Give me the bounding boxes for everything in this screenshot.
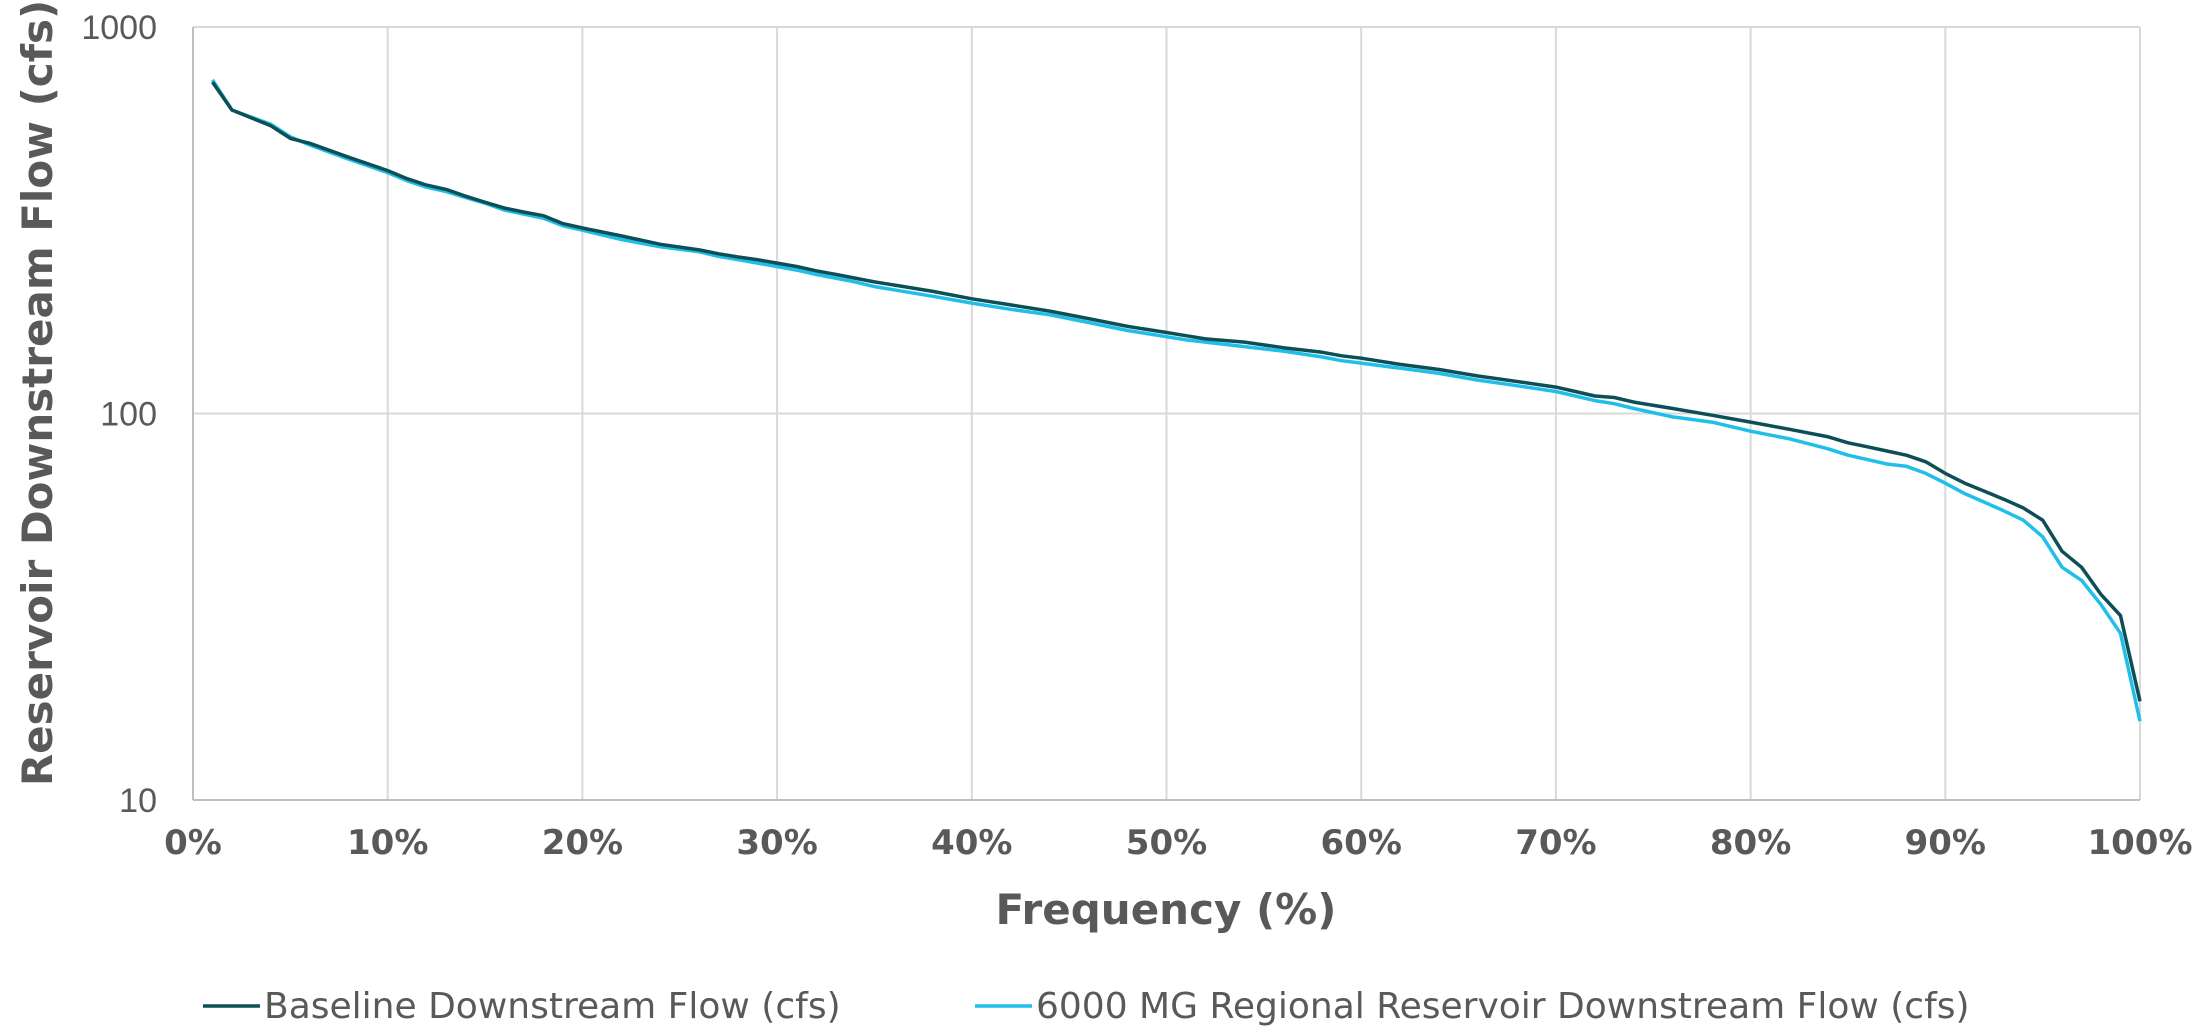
x-tick-label: 50%: [1126, 823, 1207, 863]
x-tick-label: 90%: [1905, 823, 1986, 863]
x-tick-label: 80%: [1710, 823, 1791, 863]
x-axis-title: Frequency (%): [996, 885, 1337, 934]
x-tick-label: 0%: [164, 823, 222, 863]
x-axis-ticks: 0% 10% 20% 30% 40% 50% 60% 70% 80% 90% 100%: [164, 823, 2192, 863]
x-tick-label: 10%: [347, 823, 428, 863]
x-tick-label: 60%: [1321, 823, 1402, 863]
x-tick-label: 20%: [542, 823, 623, 863]
y-tick-label: 100: [100, 396, 157, 434]
y-tick-label: 1000: [81, 9, 157, 47]
y-tick-label: 10: [119, 782, 157, 820]
legend-label-6000mg-reservoir: 6000 MG Regional Reservoir Downstream Fl…: [1036, 986, 1970, 1026]
legend-label-baseline: Baseline Downstream Flow (cfs): [264, 986, 841, 1026]
series-line-baseline: [211, 81, 2142, 702]
x-tick-label: 40%: [931, 823, 1012, 863]
y-axis-ticks: 10 100 1000: [81, 9, 157, 820]
gridlines: [192, 26, 2141, 801]
legend: Baseline Downstream Flow (cfs) 6000 MG R…: [203, 986, 1970, 1026]
series-lines: [211, 78, 2142, 722]
x-tick-label: 30%: [736, 823, 817, 863]
x-tick-label: 70%: [1515, 823, 1596, 863]
y-axis-title: Reservoir Downstream Flow (cfs): [13, 0, 62, 786]
x-tick-label: 100%: [2087, 823, 2192, 863]
series-line-6000mg-reservoir: [211, 78, 2142, 722]
